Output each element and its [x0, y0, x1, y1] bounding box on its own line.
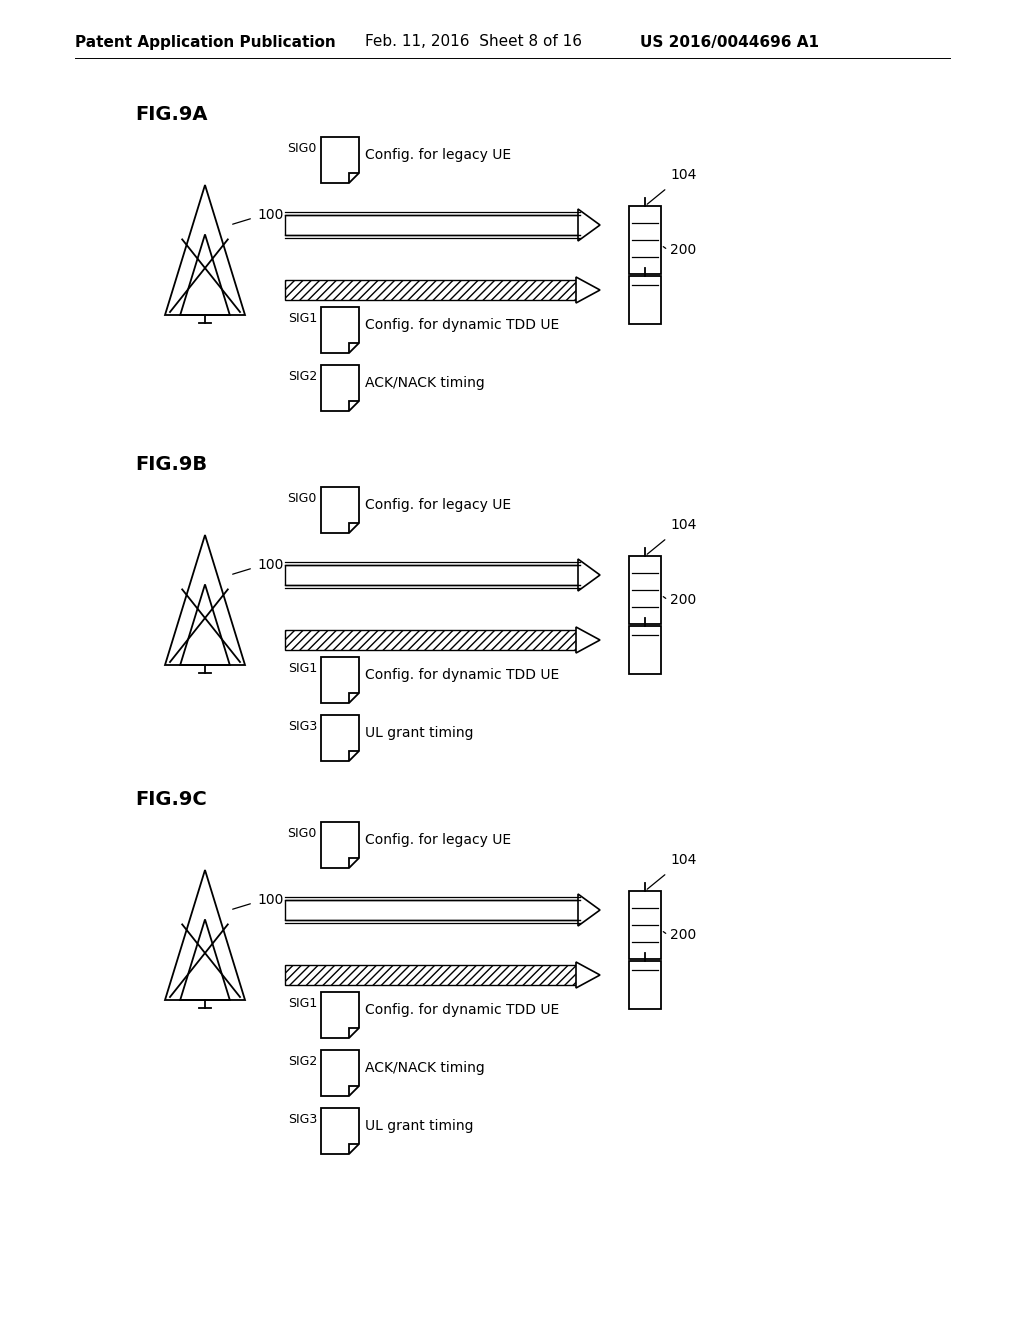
Text: 104: 104 [670, 517, 696, 532]
Text: SIG1: SIG1 [288, 312, 317, 325]
Text: Config. for dynamic TDD UE: Config. for dynamic TDD UE [365, 668, 559, 682]
Text: SIG3: SIG3 [288, 1113, 317, 1126]
Polygon shape [321, 487, 359, 533]
Polygon shape [578, 894, 600, 927]
Bar [629, 206, 662, 275]
Polygon shape [321, 366, 359, 411]
Bar [285, 965, 578, 985]
Polygon shape [575, 627, 600, 653]
Polygon shape [321, 137, 359, 183]
Bar [629, 626, 662, 675]
Text: SIG1: SIG1 [288, 997, 317, 1010]
Text: 104: 104 [670, 168, 696, 182]
Bar [285, 280, 578, 300]
Text: Patent Application Publication: Patent Application Publication [75, 34, 336, 49]
Polygon shape [578, 558, 600, 591]
Bar [285, 565, 580, 585]
Text: Config. for dynamic TDD UE: Config. for dynamic TDD UE [365, 318, 559, 333]
Polygon shape [578, 209, 600, 242]
Text: ACK/NACK timing: ACK/NACK timing [365, 1061, 484, 1074]
Text: 100: 100 [257, 209, 284, 222]
Polygon shape [321, 1049, 359, 1096]
Bar [285, 215, 580, 235]
Bar [629, 556, 662, 624]
Text: SIG2: SIG2 [288, 1055, 317, 1068]
Bar [629, 961, 662, 1008]
Polygon shape [321, 1107, 359, 1154]
Text: 200: 200 [670, 928, 696, 942]
Polygon shape [321, 308, 359, 352]
Text: Config. for dynamic TDD UE: Config. for dynamic TDD UE [365, 1003, 559, 1016]
Polygon shape [321, 993, 359, 1038]
Text: ACK/NACK timing: ACK/NACK timing [365, 376, 484, 389]
Text: SIG0: SIG0 [288, 492, 317, 506]
Text: UL grant timing: UL grant timing [365, 1119, 473, 1133]
Text: Config. for legacy UE: Config. for legacy UE [365, 498, 511, 512]
Bar [629, 891, 662, 960]
Bar [285, 630, 578, 649]
Text: 200: 200 [670, 593, 696, 607]
Polygon shape [575, 962, 600, 987]
Text: 100: 100 [257, 558, 284, 572]
Text: Config. for legacy UE: Config. for legacy UE [365, 148, 511, 162]
Bar [629, 276, 662, 323]
Text: SIG2: SIG2 [288, 370, 317, 383]
Text: US 2016/0044696 A1: US 2016/0044696 A1 [640, 34, 819, 49]
Text: UL grant timing: UL grant timing [365, 726, 473, 741]
Text: SIG0: SIG0 [288, 143, 317, 154]
Text: FIG.9B: FIG.9B [135, 455, 207, 474]
Text: SIG0: SIG0 [288, 828, 317, 840]
Polygon shape [575, 277, 600, 304]
Text: FIG.9C: FIG.9C [135, 789, 207, 809]
Bar [285, 900, 580, 920]
Polygon shape [321, 657, 359, 704]
Polygon shape [321, 822, 359, 869]
Text: SIG3: SIG3 [288, 719, 317, 733]
Text: FIG.9A: FIG.9A [135, 106, 208, 124]
Polygon shape [321, 715, 359, 762]
Text: SIG1: SIG1 [288, 663, 317, 675]
Text: Feb. 11, 2016  Sheet 8 of 16: Feb. 11, 2016 Sheet 8 of 16 [365, 34, 582, 49]
Text: 104: 104 [670, 853, 696, 867]
Text: 100: 100 [257, 894, 284, 907]
Text: 200: 200 [670, 243, 696, 257]
Text: Config. for legacy UE: Config. for legacy UE [365, 833, 511, 847]
